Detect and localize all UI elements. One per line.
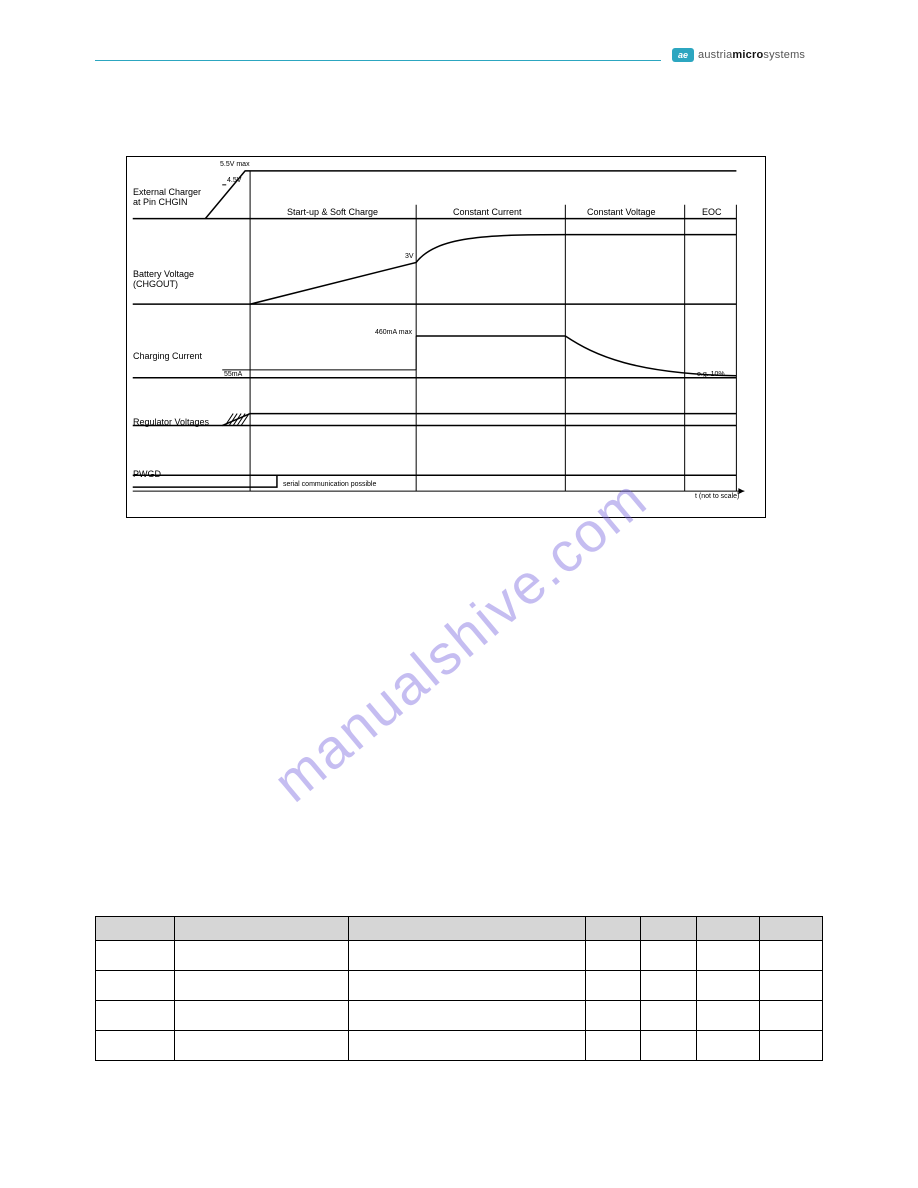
col-min — [585, 917, 640, 941]
phase-1: Start-up & Soft Charge — [287, 207, 378, 217]
col-max — [696, 917, 759, 941]
x-axis-label: t (not to scale) — [695, 493, 739, 501]
table-body — [96, 941, 823, 1061]
table-row — [96, 1031, 823, 1061]
logo-badge-icon: ae — [672, 48, 694, 62]
r2-3v: 3V — [405, 253, 414, 261]
col-parameter — [175, 917, 349, 941]
table-row — [96, 941, 823, 971]
row4-label: Regulator Voltages — [133, 417, 209, 427]
r3-eoc-pct: e.g. 10% — [697, 371, 725, 379]
col-symbol — [96, 917, 175, 941]
phase-4: EOC — [702, 207, 722, 217]
col-typ — [641, 917, 696, 941]
table-header-row — [96, 917, 823, 941]
phase-2: Constant Current — [453, 207, 522, 217]
table-row — [96, 1001, 823, 1031]
row5-label: PWGD — [133, 469, 161, 479]
brand-logo: ae austriamicrosystems — [672, 48, 805, 62]
r3-imax: 460mA max — [375, 329, 412, 337]
phase-3: Constant Voltage — [587, 207, 656, 217]
diagram-svg — [127, 157, 765, 517]
row1-label: External Chargerat Pin CHGIN — [133, 187, 201, 208]
row2-label: Battery Voltage(CHGOUT) — [133, 269, 194, 290]
spec-table-element — [95, 916, 823, 1061]
row3-label: Charging Current — [133, 351, 202, 361]
logo-part-3: systems — [763, 49, 805, 61]
timing-diagram: External Chargerat Pin CHGIN Battery Vol… — [126, 156, 766, 518]
spec-table — [95, 916, 823, 1061]
r1-vmax: 5.5V max — [220, 161, 250, 169]
r1-vnom: 4.5V — [227, 177, 241, 185]
col-unit — [759, 917, 822, 941]
table-row — [96, 971, 823, 1001]
r3-imin: 55mA — [224, 371, 242, 379]
r5-note: serial communication possible — [283, 481, 376, 489]
logo-part-2: micro — [732, 49, 763, 61]
header-rule — [95, 60, 661, 61]
logo-part-1: austria — [698, 49, 732, 61]
col-conditions — [348, 917, 585, 941]
logo-text: austriamicrosystems — [698, 49, 805, 61]
